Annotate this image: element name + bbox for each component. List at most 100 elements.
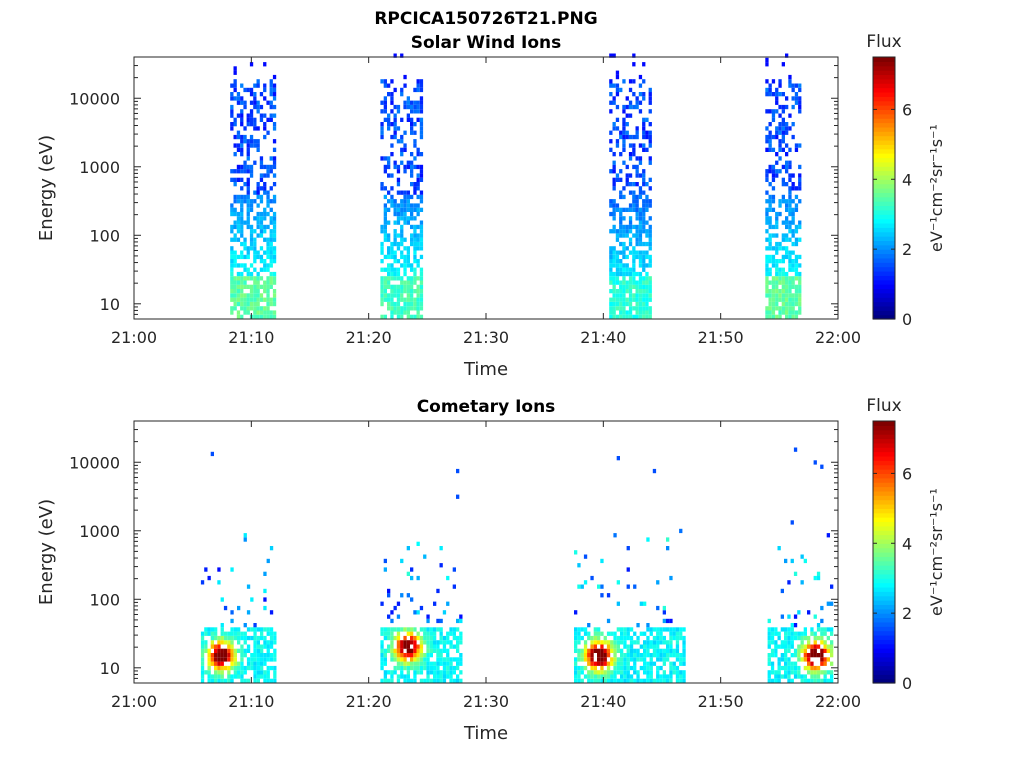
heatmap-cell — [619, 250, 623, 255]
heatmap-cell — [403, 678, 407, 683]
heatmap-cell — [626, 653, 630, 658]
heatmap-cell — [243, 635, 247, 641]
colorbar-segment — [873, 525, 895, 531]
colorbar-segment — [873, 188, 895, 193]
x-tick-label: 21:50 — [698, 692, 744, 711]
heatmap-cell — [638, 83, 643, 88]
heatmap-cell — [638, 301, 643, 307]
heatmap-cell — [798, 310, 802, 315]
heatmap-cell — [230, 104, 234, 110]
heatmap-cell — [272, 147, 277, 152]
heatmap-cell — [593, 627, 597, 632]
heatmap-cell — [236, 263, 241, 268]
heatmap-cell — [419, 661, 424, 666]
heatmap-cell — [266, 297, 270, 302]
heatmap-cell — [768, 237, 772, 242]
heatmap-cell — [240, 674, 244, 679]
heatmap-cell — [807, 670, 811, 675]
heatmap-cell — [645, 207, 649, 212]
heatmap-cell — [649, 640, 653, 645]
heatmap-cell — [638, 92, 643, 97]
heatmap-cell — [403, 216, 407, 221]
heatmap-cell — [416, 87, 420, 93]
heatmap-cell — [439, 546, 443, 551]
heatmap-cell — [656, 657, 660, 662]
heatmap-cell — [643, 648, 647, 653]
colorbar-segment — [873, 253, 895, 259]
heatmap-cell — [416, 109, 420, 114]
heatmap-cell — [220, 657, 224, 662]
heatmap-cell — [794, 301, 799, 307]
heatmap-cell — [574, 674, 578, 679]
heatmap-cell — [622, 160, 626, 165]
heatmap-cell — [419, 199, 424, 204]
x-tick-label: 22:00 — [815, 692, 861, 711]
heatmap-cell — [383, 670, 387, 675]
heatmap-cell — [393, 87, 397, 93]
heatmap-cell — [269, 297, 273, 302]
heatmap-cell — [263, 661, 267, 666]
heatmap-cell — [807, 640, 811, 645]
heatmap-cell — [272, 173, 277, 178]
heatmap-cell — [635, 310, 639, 315]
heatmap-cell — [612, 284, 616, 289]
heatmap-cell — [781, 254, 785, 260]
heatmap-cell — [269, 254, 273, 260]
heatmap-cell — [272, 301, 277, 307]
heatmap-cell — [826, 533, 830, 538]
heatmap-cell — [639, 631, 643, 636]
colorbar-segment — [873, 196, 895, 202]
heatmap-cell — [406, 164, 410, 170]
heatmap-cell — [619, 229, 623, 234]
heatmap-cell — [666, 546, 670, 551]
heatmap-cell — [603, 674, 607, 679]
heatmap-cell — [597, 670, 601, 675]
heatmap-cell — [794, 194, 799, 200]
heatmap-cell — [227, 674, 231, 679]
heatmap-cell — [416, 310, 420, 315]
heatmap-cell — [410, 100, 414, 105]
heatmap-cell — [240, 117, 244, 122]
heatmap-cell — [798, 182, 802, 187]
heatmap-cell — [396, 109, 401, 114]
colorbar-segment — [873, 552, 895, 557]
heatmap-cell — [615, 280, 620, 285]
heatmap-cell — [269, 678, 274, 683]
heatmap-cell — [227, 648, 231, 653]
heatmap-cell — [830, 584, 834, 589]
heatmap-cell — [413, 640, 417, 645]
heatmap-cell — [230, 92, 234, 97]
heatmap-cell — [383, 164, 387, 170]
cometary-colorbar-label: Flux — [866, 396, 901, 416]
heatmap-cell — [609, 203, 613, 208]
heatmap-cell — [387, 297, 391, 302]
heatmap-cell — [574, 657, 578, 662]
heatmap-cell — [622, 229, 626, 234]
heatmap-cell — [256, 203, 260, 208]
heatmap-cell — [393, 250, 397, 255]
heatmap-cell — [790, 635, 794, 641]
heatmap-cell — [623, 640, 627, 645]
heatmap-cell — [387, 254, 391, 260]
heatmap-cell — [642, 314, 646, 319]
heatmap-cell — [646, 674, 650, 679]
heatmap-cell — [609, 263, 613, 268]
heatmap-cell — [256, 674, 260, 679]
heatmap-cell — [400, 224, 404, 230]
heatmap-cell — [256, 306, 260, 311]
heatmap-cell — [210, 635, 214, 641]
heatmap-cell — [249, 306, 254, 311]
heatmap-cell — [785, 224, 789, 230]
heatmap-cell — [616, 644, 620, 649]
heatmap-cell — [436, 640, 440, 645]
heatmap-cell — [797, 657, 801, 662]
heatmap-cell — [413, 276, 417, 281]
heatmap-cell — [768, 289, 772, 294]
heatmap-cell — [643, 601, 647, 606]
heatmap-cell — [619, 207, 623, 212]
heatmap-cell — [253, 96, 257, 101]
heatmap-cell — [272, 160, 277, 165]
heatmap-cell — [638, 109, 643, 114]
heatmap-cell — [638, 233, 643, 238]
